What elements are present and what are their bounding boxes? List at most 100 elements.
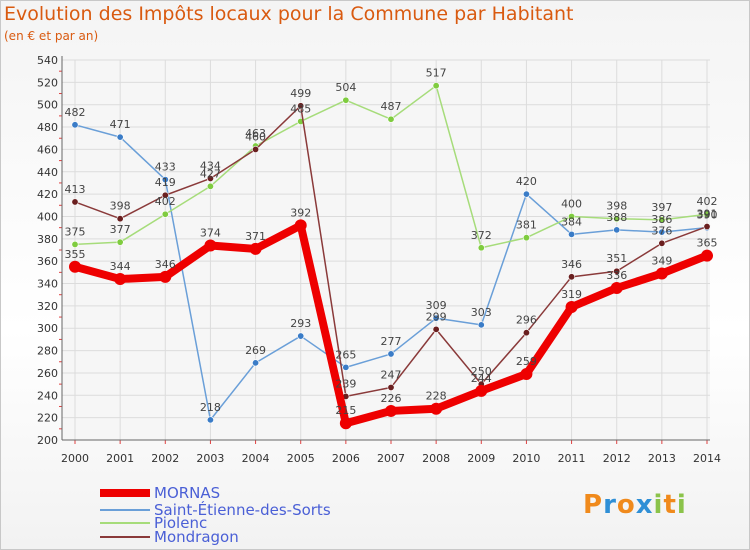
x-tick-label: 2012 (603, 452, 631, 465)
data-label-mondragon: 499 (290, 87, 311, 100)
data-label-mornas: 392 (290, 206, 311, 219)
data-point-piolenc (477, 244, 485, 252)
y-tick-label: 300 (37, 322, 58, 335)
data-point-mornas (385, 404, 397, 417)
data-point-saint-etienne-des-sorts (568, 230, 576, 238)
data-label-saint-etienne-des-sorts: 390 (697, 209, 718, 222)
data-point-mornas (701, 249, 713, 262)
data-label-mornas: 374 (200, 227, 221, 240)
legend-swatch (100, 522, 150, 524)
legend-swatch (100, 489, 150, 497)
data-label-mondragon: 376 (651, 224, 672, 237)
y-tick-label: 440 (37, 166, 58, 179)
data-label-saint-etienne-des-sorts: 420 (516, 175, 537, 188)
data-label-saint-etienne-des-sorts: 265 (335, 348, 356, 361)
data-point-saint-etienne-des-sorts (116, 133, 124, 141)
chart-title: Evolution des Impôts locaux pour la Comm… (4, 3, 574, 25)
legend-item-mondragon: Mondragon (100, 528, 239, 546)
x-tick-label: 2004 (242, 452, 270, 465)
data-label-mornas: 346 (155, 258, 176, 271)
y-tick-label: 540 (37, 54, 58, 67)
data-point-mornas (610, 282, 623, 294)
x-tick-label: 2005 (287, 452, 315, 465)
data-point-mornas (430, 402, 443, 415)
data-label-mondragon: 460 (245, 130, 266, 143)
data-label-mondragon: 346 (561, 258, 582, 271)
data-label-saint-etienne-des-sorts: 277 (381, 335, 402, 348)
y-tick-label: 320 (37, 300, 58, 313)
x-tick-label: 2008 (422, 452, 450, 465)
data-point-piolenc (613, 215, 621, 223)
data-point-mondragon (568, 273, 576, 281)
plot-area (62, 60, 710, 440)
x-tick-label: 2013 (648, 452, 676, 465)
y-tick-label: 220 (37, 412, 58, 425)
data-label-saint-etienne-des-sorts: 388 (606, 211, 627, 224)
data-point-mornas (204, 239, 217, 252)
data-point-mondragon (297, 102, 305, 110)
data-label-mornas: 228 (426, 390, 447, 403)
data-label-saint-etienne-des-sorts: 218 (200, 401, 221, 414)
x-tick-label: 2009 (467, 452, 495, 465)
data-point-saint-etienne-des-sorts (252, 359, 260, 367)
data-label-piolenc: 487 (381, 100, 402, 113)
data-label-piolenc: 485 (290, 102, 311, 115)
data-label-mornas: 355 (65, 248, 86, 261)
legend-swatch (100, 536, 150, 538)
data-point-piolenc (568, 212, 576, 220)
data-label-saint-etienne-des-sorts: 309 (426, 299, 447, 312)
data-point-mornas (114, 273, 127, 286)
data-label-piolenc: 400 (561, 197, 582, 210)
data-label-mornas: 259 (516, 355, 537, 368)
data-label-saint-etienne-des-sorts: 303 (471, 306, 492, 319)
data-label-mondragon: 434 (200, 159, 221, 172)
data-point-mondragon (613, 267, 621, 275)
data-point-mornas (339, 417, 352, 430)
data-point-piolenc (658, 216, 666, 224)
data-label-mornas: 226 (381, 392, 402, 405)
data-label-saint-etienne-des-sorts: 293 (290, 317, 311, 330)
data-point-piolenc (342, 96, 350, 104)
data-label-piolenc: 381 (516, 219, 537, 232)
data-point-saint-etienne-des-sorts (387, 350, 395, 358)
data-point-mondragon (116, 215, 124, 223)
data-label-mondragon: 413 (65, 183, 86, 196)
logo-letter: P (583, 490, 604, 520)
data-label-piolenc: 504 (335, 81, 356, 94)
data-label-mondragon: 419 (155, 176, 176, 189)
data-label-piolenc: 377 (110, 223, 131, 236)
data-point-saint-etienne-des-sorts (71, 121, 79, 129)
data-label-mondragon: 296 (516, 314, 537, 327)
data-label-mornas: 215 (335, 404, 356, 417)
legend-swatch (100, 509, 150, 511)
data-point-mornas (565, 301, 578, 313)
logo-letter: i (676, 490, 687, 520)
data-label-mondragon: 351 (606, 252, 627, 265)
data-point-mondragon (658, 239, 666, 247)
y-tick-label: 340 (37, 278, 58, 291)
data-point-saint-etienne-des-sorts (613, 226, 621, 234)
data-point-mondragon (71, 198, 79, 206)
legend-item-saint-etienne-des-sorts: Saint-Étienne-des-Sorts (100, 501, 331, 519)
data-point-mondragon (703, 223, 711, 231)
data-point-piolenc (71, 240, 79, 248)
legend-label: Piolenc (154, 514, 208, 532)
data-label-piolenc: 402 (155, 195, 176, 208)
legend-label: Saint-Étienne-des-Sorts (154, 501, 331, 519)
x-tick-label: 2007 (377, 452, 405, 465)
data-label-piolenc: 372 (471, 229, 492, 242)
proxiti-logo: Proxiti (583, 490, 687, 520)
data-label-saint-etienne-des-sorts: 386 (651, 213, 672, 226)
x-tick-label: 2001 (106, 452, 134, 465)
data-label-mornas: 336 (606, 269, 627, 282)
data-label-mondragon: 239 (335, 377, 356, 390)
x-tick-label: 2003 (196, 452, 224, 465)
legend-item-mornas: MORNAS (100, 484, 220, 502)
data-point-mondragon (206, 174, 214, 182)
data-point-piolenc (206, 182, 214, 190)
y-tick-label: 460 (37, 143, 58, 156)
data-point-mornas (475, 384, 488, 397)
data-point-saint-etienne-des-sorts (522, 190, 530, 198)
data-point-piolenc (432, 82, 440, 90)
